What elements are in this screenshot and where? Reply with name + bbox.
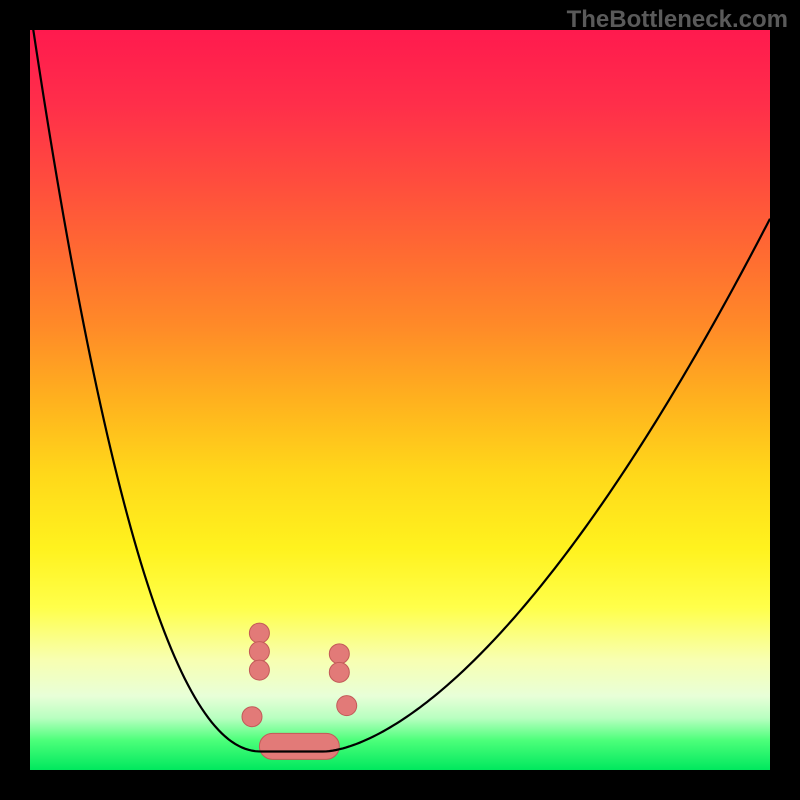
watermark-label: TheBottleneck.com	[567, 6, 788, 34]
left-cluster-dot	[249, 660, 269, 680]
left-cluster-dot	[249, 642, 269, 662]
chart-canvas: TheBottleneck.com	[0, 0, 800, 800]
left-tail-dot	[242, 707, 262, 727]
left-cluster-dot	[249, 623, 269, 643]
right-cluster-dot	[329, 644, 349, 664]
bottleneck-curve	[30, 30, 770, 752]
plot-area	[30, 30, 770, 770]
curve-layer	[30, 30, 770, 770]
right-tail-dot	[337, 696, 357, 716]
marker-group	[242, 623, 357, 759]
right-cluster-dot	[329, 662, 349, 682]
valley-pill-marker	[259, 733, 339, 759]
